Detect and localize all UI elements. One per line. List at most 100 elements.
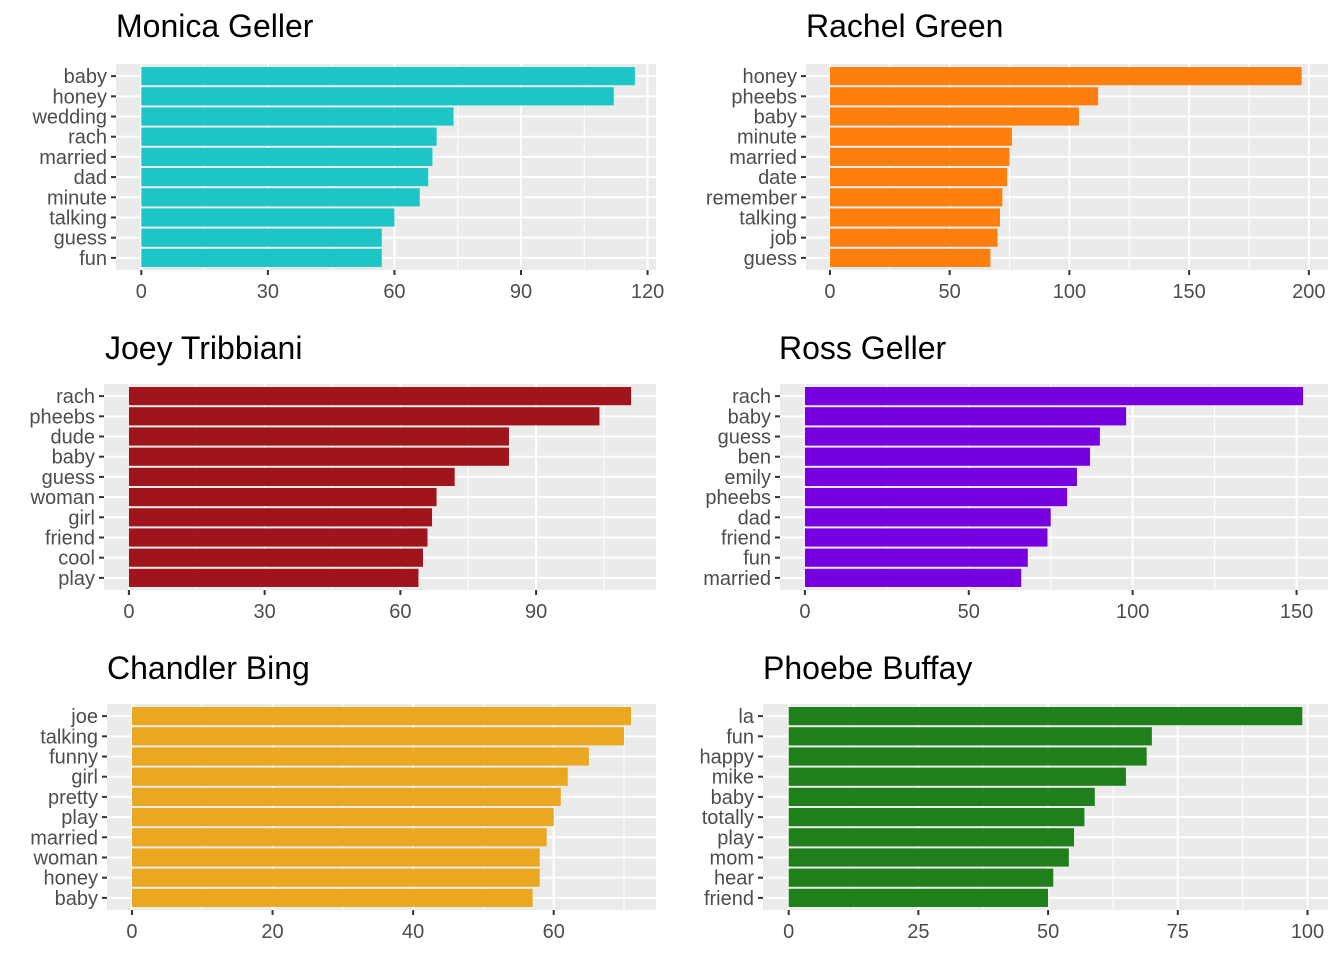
x-tick-label: 0	[799, 601, 810, 623]
panel-title: Ross Geller	[779, 330, 947, 366]
bar	[128, 467, 455, 486]
bar	[131, 767, 568, 786]
bar	[128, 508, 433, 527]
bar	[788, 747, 1147, 766]
y-tick-label: mom	[710, 847, 754, 869]
bar	[141, 228, 382, 247]
y-tick-label: minute	[47, 187, 107, 209]
y-tick-label: rach	[732, 386, 771, 408]
x-tick-label: 0	[824, 281, 835, 303]
bar	[128, 488, 437, 507]
bar	[141, 188, 420, 207]
y-tick-label: baby	[55, 888, 98, 910]
x-tick-label: 100	[1291, 921, 1324, 943]
y-tick-label: dad	[738, 507, 771, 529]
bar	[804, 548, 1028, 567]
y-tick-label: play	[61, 807, 98, 829]
y-tick-label: play	[58, 568, 95, 590]
chart-svg: rachpheebsdudebabyguesswomangirlfriendco…	[29, 384, 656, 623]
y-tick-label: remember	[706, 187, 797, 209]
y-tick-label: girl	[68, 507, 95, 529]
bar	[829, 188, 1003, 207]
y-tick-label: mike	[712, 767, 754, 789]
bar	[131, 707, 632, 726]
x-tick-label: 200	[1292, 281, 1325, 303]
bar	[804, 387, 1304, 406]
bar	[141, 248, 382, 267]
bar	[128, 387, 632, 406]
bar	[131, 868, 540, 887]
x-tick-label: 0	[123, 601, 134, 623]
y-tick-label: friend	[45, 527, 95, 549]
y-tick-label: married	[729, 147, 797, 169]
x-tick-label: 100	[1116, 601, 1149, 623]
panel-rachel-green: honey pheebs baby minute married date remember…	[672, 0, 1344, 320]
bar	[131, 787, 561, 806]
bar	[128, 548, 423, 567]
bar	[829, 107, 1079, 126]
bar	[128, 568, 419, 587]
y-tick-label: dad	[74, 167, 107, 189]
bar	[788, 828, 1075, 847]
y-tick-label: la	[738, 706, 754, 728]
panel-joey-tribbiani: rach pheebs dude baby guess woman girl friend co…	[0, 320, 672, 640]
y-tick-label: guess	[42, 467, 95, 489]
y-tick-label: dude	[51, 427, 96, 449]
x-tick-label: 0	[136, 281, 147, 303]
x-tick-label: 60	[389, 601, 411, 623]
bar	[804, 427, 1100, 446]
chart-svg: lafunhappymikebabytotallyplaymomhearfrie…	[700, 704, 1328, 943]
bar	[829, 208, 1000, 227]
y-tick-label: totally	[702, 807, 754, 829]
bar	[829, 147, 1010, 166]
y-tick-label: funny	[49, 747, 98, 769]
bar	[804, 467, 1077, 486]
chart-svg: joetalkingfunnygirlprettyplaymarriedwoma…	[30, 704, 656, 943]
bar	[788, 868, 1054, 887]
y-tick-label: fun	[726, 726, 754, 748]
bar	[804, 447, 1091, 466]
x-tick-label: 30	[257, 281, 279, 303]
bar	[141, 127, 437, 146]
y-tick-label: guess	[744, 248, 797, 270]
y-tick-label: rach	[56, 386, 95, 408]
panel-title: Monica Geller	[116, 8, 314, 44]
bar	[141, 67, 635, 86]
x-tick-label: 0	[126, 921, 137, 943]
bar	[141, 168, 429, 187]
bar	[804, 407, 1127, 426]
y-tick-label: hear	[714, 868, 754, 890]
y-tick-label: guess	[54, 228, 107, 250]
panel-monica-geller: baby honey wedding rach married dad minute talk…	[0, 0, 672, 320]
y-tick-label: married	[703, 568, 771, 590]
panel-title: Phoebe Buffay	[763, 650, 973, 686]
y-tick-label: emily	[724, 467, 771, 489]
y-tick-label: minute	[737, 127, 797, 149]
y-tick-label: baby	[728, 406, 771, 428]
y-tick-label: friend	[721, 527, 771, 549]
y-tick-label: married	[39, 147, 107, 169]
bar	[829, 127, 1012, 146]
y-tick-label: baby	[754, 107, 797, 129]
y-tick-label: rach	[68, 127, 107, 149]
y-tick-label: talking	[40, 726, 98, 748]
bar	[128, 407, 600, 426]
y-tick-label: fun	[743, 548, 771, 570]
x-tick-label: 75	[1167, 921, 1189, 943]
y-tick-label: married	[30, 827, 98, 849]
y-tick-label: baby	[52, 447, 95, 469]
x-tick-label: 150	[1280, 601, 1313, 623]
y-tick-label: girl	[71, 767, 98, 789]
y-tick-label: joe	[70, 706, 98, 728]
y-tick-label: honey	[743, 66, 798, 88]
bar	[804, 508, 1051, 527]
bar	[131, 727, 625, 746]
panel-title: Joey Tribbiani	[105, 330, 303, 366]
bar	[788, 727, 1152, 746]
x-tick-label: 100	[1053, 281, 1086, 303]
bar	[804, 488, 1068, 507]
y-tick-label: talking	[49, 207, 107, 229]
y-tick-label: cool	[58, 548, 95, 570]
bar	[141, 87, 614, 106]
bar	[829, 168, 1008, 187]
